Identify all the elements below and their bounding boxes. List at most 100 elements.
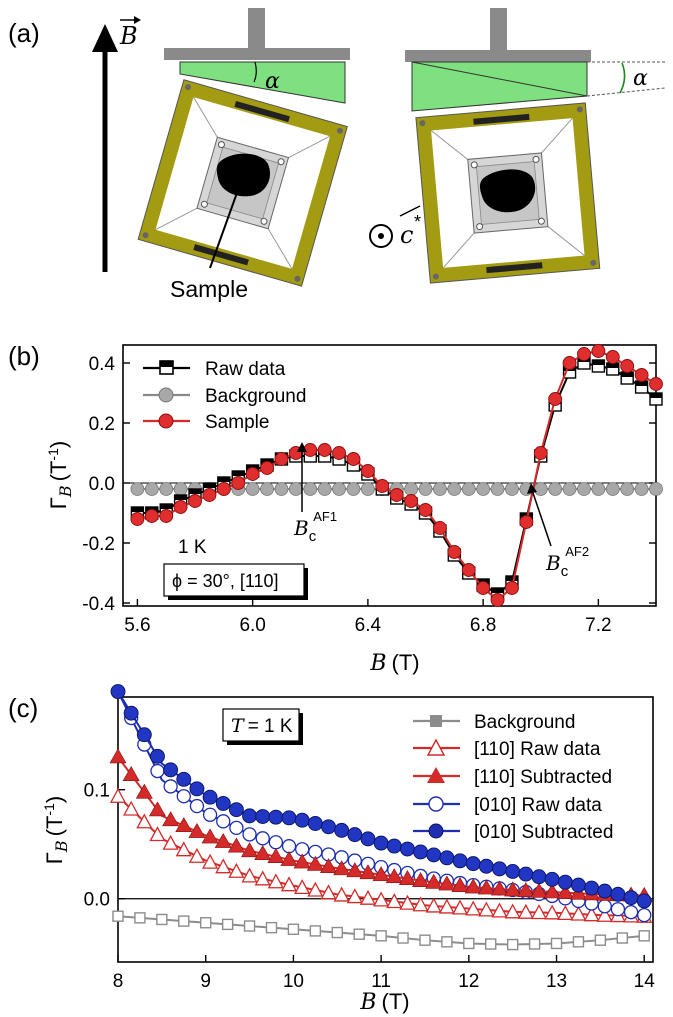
subtracted-010-point [334, 822, 350, 838]
panel-c-temp-val: = 1 K [248, 716, 293, 737]
sample-point [476, 581, 491, 595]
raw-data-point-top [491, 588, 504, 593]
screw-left-4 [294, 275, 301, 282]
screw-right-1 [419, 120, 426, 127]
ann1-sub: c [309, 528, 317, 545]
subtracted-110-point [319, 858, 338, 873]
subtracted-110-point [241, 842, 259, 858]
field-arrow-head [92, 24, 118, 52]
subtracted-010-point [571, 877, 586, 893]
background-point [346, 482, 361, 496]
panel-c-xlabel: B (T) [359, 989, 409, 1015]
background-point [134, 912, 146, 924]
subtracted-010-point [399, 841, 415, 857]
panel-c-ylabel: ΓB (T-1) [41, 796, 71, 864]
subtracted-010-point [492, 861, 507, 877]
subtracted-010-point [281, 810, 297, 826]
background-point [243, 920, 256, 932]
legend-c-010sub-label: [010] Subtracted [474, 822, 613, 843]
holder-plate-right [405, 50, 591, 62]
screw-right-3 [432, 273, 439, 280]
c-xtick-label: 8 [113, 971, 124, 992]
raw-010-point [597, 899, 612, 914]
sample-point [144, 509, 159, 523]
subtracted-010-point [518, 866, 534, 882]
c-xtick-label: 12 [458, 971, 479, 992]
sample-point [159, 509, 174, 523]
series-c-background [112, 910, 650, 951]
raw-110-point [465, 900, 482, 916]
heater-bottom-left [193, 244, 249, 266]
raw-110-point [215, 858, 232, 874]
subtracted-110-point [109, 748, 127, 764]
subtracted-110-point [477, 879, 495, 895]
sample-point [533, 446, 548, 460]
subtracted-110-point [227, 837, 245, 853]
sample-point [173, 500, 188, 514]
raw-110-point [451, 899, 469, 915]
holder-plate-left [164, 48, 350, 60]
b-ytick-label: 0.4 [89, 354, 116, 375]
raw-010-point [216, 814, 231, 829]
background-point [447, 482, 462, 496]
raw-110-point [544, 904, 561, 920]
background-point [433, 482, 447, 496]
sample-point [548, 392, 563, 406]
raw-110-point [596, 906, 613, 922]
raw-010-point [163, 779, 178, 794]
wire-right-2 [539, 117, 573, 156]
ref-line-bottom [586, 87, 666, 97]
sample-point [375, 479, 390, 493]
pad-right-4 [537, 217, 545, 225]
c-xtick-label: 10 [283, 971, 304, 992]
series-c--110-raw-data [109, 787, 653, 923]
b-xtick-label: 6.4 [355, 615, 382, 636]
b-ytick-label: 0.0 [89, 474, 115, 495]
raw-data-point-top [131, 507, 144, 512]
subtracted-110-point [412, 872, 430, 887]
raw-110-point [491, 902, 508, 918]
wire-left-1 [193, 96, 220, 140]
subtracted-010-point [413, 844, 429, 860]
raw-110-point [202, 853, 219, 869]
c-axis-dot [378, 233, 384, 239]
b-ytick-label: -0.4 [82, 594, 115, 615]
sample-point [274, 452, 289, 466]
raw-data-point-top [160, 504, 173, 509]
background-point [317, 482, 332, 496]
raw-110-point [333, 886, 350, 902]
legend-c-010sub-marker [428, 823, 444, 839]
raw-data-point-top [232, 471, 245, 476]
subtracted-110-point [464, 878, 482, 894]
ann1-arrow-head [297, 442, 307, 452]
panel-c-ylabel-sub: B [52, 840, 71, 853]
subtracted-110-point [122, 766, 140, 781]
subtracted-110-point [162, 811, 180, 827]
raw-110-point [412, 896, 429, 912]
raw-110-point [320, 884, 337, 900]
sample-point [317, 443, 332, 457]
panel-b-legend: Raw data Background Sample [143, 359, 306, 433]
subtracted-110-point [504, 881, 522, 897]
subtracted-010-point [623, 890, 639, 906]
subtracted-010-point [597, 883, 613, 899]
sample-point [260, 461, 275, 475]
screw-left-3 [142, 232, 149, 239]
sample-point [461, 563, 476, 577]
legend-c-110sub-marker [427, 767, 445, 783]
wire-left-2 [285, 135, 331, 160]
panel-b-ylabel-close: ) [46, 441, 71, 448]
subtracted-010-point [465, 856, 481, 872]
subtracted-010-point [373, 835, 389, 851]
subtracted-110-point [372, 866, 390, 882]
background-point [577, 482, 591, 496]
background-point [159, 482, 174, 496]
background-point [638, 930, 650, 942]
background-point [616, 932, 629, 944]
raw-110-point [267, 873, 284, 889]
legend-b-raw-label: Raw data [205, 359, 286, 380]
background-point [594, 934, 607, 946]
raw-110-point [570, 905, 587, 921]
c-ytick-label: 0.1 [84, 781, 110, 802]
